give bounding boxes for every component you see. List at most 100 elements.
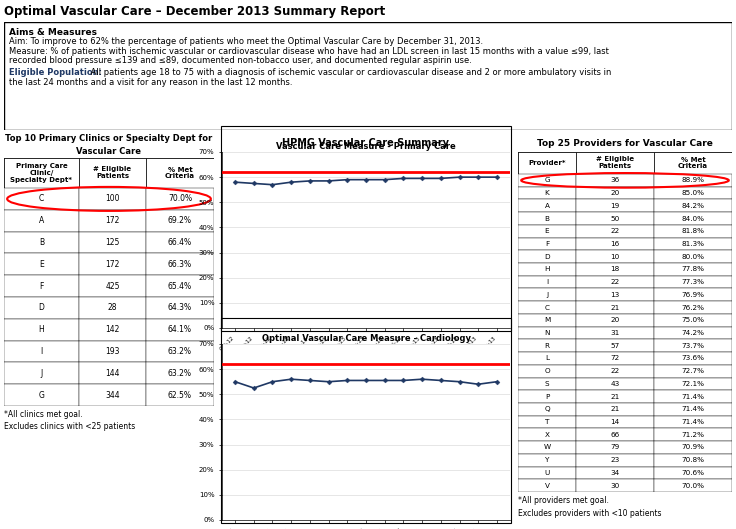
Bar xyxy=(518,454,576,467)
Text: 64.1%: 64.1% xyxy=(168,325,192,334)
Text: F: F xyxy=(39,281,43,290)
Bar xyxy=(654,365,732,378)
Bar xyxy=(4,319,79,341)
Bar xyxy=(654,276,732,288)
Text: 21: 21 xyxy=(610,305,620,311)
Text: H: H xyxy=(544,267,550,272)
Text: Aims & Measures: Aims & Measures xyxy=(9,28,97,37)
Text: 80.0%: 80.0% xyxy=(682,254,704,260)
Bar xyxy=(654,403,732,416)
Bar xyxy=(518,263,576,276)
Bar xyxy=(654,467,732,479)
Text: 50: 50 xyxy=(610,215,620,222)
Bar xyxy=(576,152,654,174)
Text: 84.0%: 84.0% xyxy=(682,215,704,222)
Text: All patients age 18 to 75 with a diagnosis of ischemic vascular or cardiovascula: All patients age 18 to 75 with a diagnos… xyxy=(88,68,612,77)
Text: Primary Care
Clinic/
Specialty Dept*: Primary Care Clinic/ Specialty Dept* xyxy=(10,163,73,183)
Bar xyxy=(518,199,576,212)
Text: F: F xyxy=(545,241,549,247)
Text: H: H xyxy=(38,325,44,334)
Bar xyxy=(654,199,732,212)
Text: Excludes providers with <10 patients: Excludes providers with <10 patients xyxy=(518,509,662,518)
Text: L: L xyxy=(545,355,549,361)
Text: % Met
Criteria: % Met Criteria xyxy=(678,157,708,169)
Text: 70.8%: 70.8% xyxy=(682,457,704,463)
Text: R: R xyxy=(545,343,550,349)
Text: Q: Q xyxy=(544,406,550,412)
Text: 28: 28 xyxy=(107,304,117,313)
Bar xyxy=(146,297,214,319)
Bar xyxy=(518,340,576,352)
Bar xyxy=(518,225,576,238)
Text: 57: 57 xyxy=(610,343,620,349)
Bar xyxy=(146,210,214,232)
Text: 30: 30 xyxy=(610,482,620,489)
Bar xyxy=(576,340,654,352)
Text: D: D xyxy=(38,304,44,313)
Text: Y: Y xyxy=(545,457,549,463)
Bar xyxy=(576,365,654,378)
Bar xyxy=(518,416,576,428)
Bar xyxy=(576,378,654,390)
Text: 73.6%: 73.6% xyxy=(682,355,704,361)
Text: 142: 142 xyxy=(105,325,120,334)
Bar xyxy=(79,188,146,210)
Bar xyxy=(576,326,654,340)
Title: Optimal Vascular Care Measure - Cardiology: Optimal Vascular Care Measure - Cardiolo… xyxy=(261,334,470,343)
Bar xyxy=(4,253,79,275)
Text: A: A xyxy=(39,216,44,225)
Text: I: I xyxy=(546,279,548,285)
Bar xyxy=(576,212,654,225)
Text: X: X xyxy=(545,432,550,438)
Bar xyxy=(576,454,654,467)
Bar xyxy=(518,428,576,441)
Title: Vascular Care Measure - Primary Care: Vascular Care Measure - Primary Care xyxy=(276,142,456,151)
Text: E: E xyxy=(545,228,549,234)
Bar xyxy=(79,232,146,253)
Text: 34: 34 xyxy=(610,470,620,476)
Text: 71.2%: 71.2% xyxy=(682,432,704,438)
Text: 72: 72 xyxy=(610,355,620,361)
Text: 72.1%: 72.1% xyxy=(682,381,704,387)
Text: 70.9%: 70.9% xyxy=(682,444,704,451)
Text: 63.2%: 63.2% xyxy=(168,369,192,378)
Text: 73.7%: 73.7% xyxy=(682,343,704,349)
Bar xyxy=(518,441,576,454)
Text: # Eligible
Patients: # Eligible Patients xyxy=(93,167,132,179)
Text: 144: 144 xyxy=(105,369,120,378)
Text: Excludes clinics with <25 patients: Excludes clinics with <25 patients xyxy=(4,422,135,432)
Bar xyxy=(79,297,146,319)
Bar xyxy=(654,326,732,340)
Bar xyxy=(146,253,214,275)
Text: B: B xyxy=(545,215,550,222)
Text: 63.2%: 63.2% xyxy=(168,347,192,356)
Bar xyxy=(576,416,654,428)
Bar xyxy=(518,352,576,365)
Text: P: P xyxy=(545,394,549,399)
Bar xyxy=(576,199,654,212)
Bar xyxy=(576,238,654,250)
Text: 76.9%: 76.9% xyxy=(682,292,704,298)
Text: 66.3%: 66.3% xyxy=(168,260,192,269)
Text: 20: 20 xyxy=(610,317,620,323)
Text: 70.0%: 70.0% xyxy=(682,482,704,489)
Bar xyxy=(654,441,732,454)
Bar xyxy=(146,362,214,384)
Bar xyxy=(654,416,732,428)
Bar xyxy=(518,152,576,174)
Bar xyxy=(518,479,576,492)
Text: 193: 193 xyxy=(105,347,120,356)
Text: 31: 31 xyxy=(610,330,620,336)
Bar xyxy=(4,384,79,406)
Bar xyxy=(146,384,214,406)
Bar xyxy=(654,428,732,441)
Bar xyxy=(576,428,654,441)
Bar xyxy=(654,479,732,492)
Text: G: G xyxy=(38,390,44,399)
Text: 69.2%: 69.2% xyxy=(168,216,192,225)
Bar xyxy=(654,288,732,301)
Bar xyxy=(518,238,576,250)
Text: N: N xyxy=(544,330,550,336)
Bar xyxy=(576,225,654,238)
Text: 76.2%: 76.2% xyxy=(682,305,704,311)
